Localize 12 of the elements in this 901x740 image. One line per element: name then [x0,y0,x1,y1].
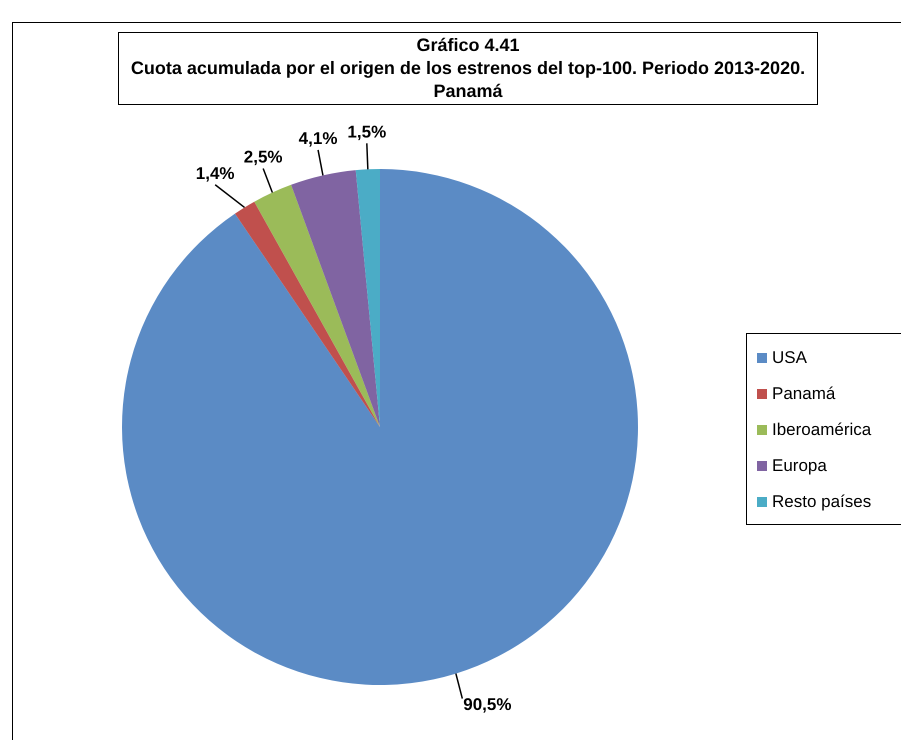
data-label: 1,5% [347,122,386,142]
data-label: 1,4% [196,164,235,183]
legend-label: Panamá [772,384,836,404]
legend-label: USA [772,348,807,368]
chart-subtitle: Cuota acumulada por el origen de los estrenos del top-100. Periodo 2013-2020. Panamá [130,57,806,103]
data-label: 2,5% [244,148,283,167]
chart-title: Gráfico 4.41 [415,34,521,57]
legend-label: Europa [772,456,827,476]
legend-label: Iberoamérica [772,420,872,440]
data-label: 90,5% [463,694,512,714]
data-label: 4,1% [298,129,338,148]
legend-label: Resto países [772,492,872,512]
